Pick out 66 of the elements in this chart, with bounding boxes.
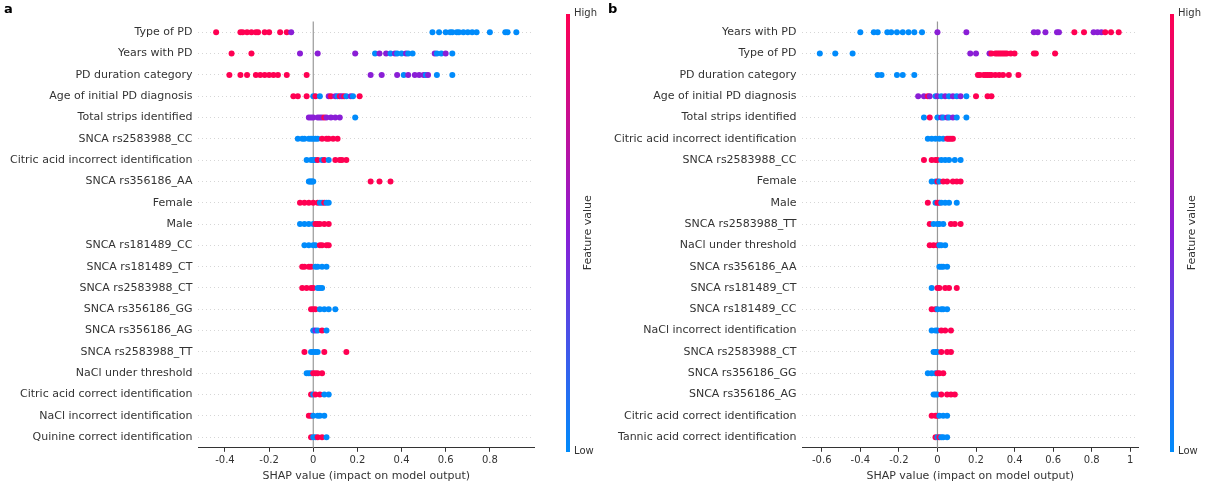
x-tick-label: -0.6 <box>812 454 832 466</box>
y-tick-label: Type of PD <box>133 25 193 39</box>
y-tick-label: PD duration category <box>679 67 797 81</box>
y-tick-label: SNCA rs356186_AG <box>688 387 797 401</box>
text: Low <box>574 445 594 457</box>
x-tick-label: 0.8 <box>481 454 498 466</box>
color-bar-title: Feature value <box>1184 194 1198 271</box>
x-tick-label: 0.2 <box>968 454 984 466</box>
x-tick-label: 0 <box>934 454 941 466</box>
x-tick-label: 0.4 <box>393 454 410 466</box>
y-tick-label: NaCl incorrect identification <box>39 408 193 422</box>
y-tick-label: SNCA rs356186_AA <box>689 259 797 273</box>
y-tick-label: SNCA rs356186_AA <box>85 174 193 188</box>
x-tick-label: -0.4 <box>215 454 235 466</box>
y-tick-label: SNCA rs356186_AG <box>84 323 193 337</box>
y-tick-label: Citric acid correct identification <box>624 408 797 422</box>
y-tick-label: Male <box>166 216 193 230</box>
y-tick-label: SNCA rs356186_GG <box>83 302 193 316</box>
y-tick-label: Female <box>152 195 193 209</box>
y-tick-label: NaCl under threshold <box>75 366 193 380</box>
y-tick-label: SNCA rs181489_CC <box>689 302 797 316</box>
x-tick-label: 0.6 <box>437 454 454 466</box>
y-tick-label: SNCA rs181489_CT <box>86 259 193 273</box>
y-tick-label: Years with PD <box>721 25 797 39</box>
x-tick-label: 0 <box>310 454 317 466</box>
x-tick-label: 0.6 <box>1045 454 1062 466</box>
y-tick-label: SNCA rs181489_CT <box>690 280 797 294</box>
x-tick-label: -0.4 <box>850 454 871 466</box>
y-tick-label: Total strips identified <box>76 110 193 124</box>
x-tick-label: 0.2 <box>349 454 366 466</box>
text: b <box>608 1 618 17</box>
y-tick-label: SNCA rs2583988_TT <box>684 216 797 230</box>
y-tick-label: Male <box>770 195 797 209</box>
x-axis-title: SHAP value (impact on model output) <box>262 469 471 483</box>
y-tick-label: SNCA rs356186_GG <box>687 366 797 380</box>
y-tick-label: SNCA rs2583988_CT <box>79 280 193 294</box>
y-tick-label: Citric acid incorrect identification <box>9 152 193 166</box>
y-tick-label: Quinine correct identification <box>32 430 193 443</box>
y-tick-label: PD duration category <box>75 67 193 81</box>
x-tick-label: 0.8 <box>1083 454 1100 466</box>
text: High <box>574 7 597 19</box>
y-tick-label: SNCA rs2583988_TT <box>80 344 193 358</box>
y-tick-label: Citric acid correct identification <box>20 387 193 401</box>
x-tick-label: -0.2 <box>259 454 279 466</box>
y-tick-label: SNCA rs2583988_CC <box>682 152 797 166</box>
x-tick-label: -0.2 <box>889 454 909 466</box>
y-tick-label: Tannic acid correct identification <box>617 430 797 443</box>
text: High <box>1178 7 1201 19</box>
y-tick-label: Citric acid incorrect identification <box>613 131 797 145</box>
y-tick-label: Age of initial PD diagnosis <box>49 89 193 103</box>
y-tick-label: Type of PD <box>737 46 797 60</box>
y-tick-label: NaCl under threshold <box>679 238 797 252</box>
y-tick-label: Age of initial PD diagnosis <box>653 89 797 103</box>
y-tick-label: NaCl incorrect identification <box>643 323 797 337</box>
text: a <box>4 1 13 17</box>
x-tick-label: 0.4 <box>1006 454 1023 466</box>
x-axis-title: SHAP value (impact on model output) <box>866 469 1075 483</box>
y-tick-label: Total strips identified <box>680 110 797 124</box>
x-tick-label: 1 <box>1127 454 1134 466</box>
y-tick-label: SNCA rs2583988_CC <box>78 131 193 145</box>
y-tick-label: SNCA rs181489_CC <box>85 238 193 252</box>
y-tick-label: SNCA rs2583988_CT <box>683 344 797 358</box>
y-tick-label: Years with PD <box>117 46 193 60</box>
text: Low <box>1178 445 1198 457</box>
y-tick-label: Female <box>756 174 797 188</box>
color-bar-title: Feature value <box>580 194 594 271</box>
